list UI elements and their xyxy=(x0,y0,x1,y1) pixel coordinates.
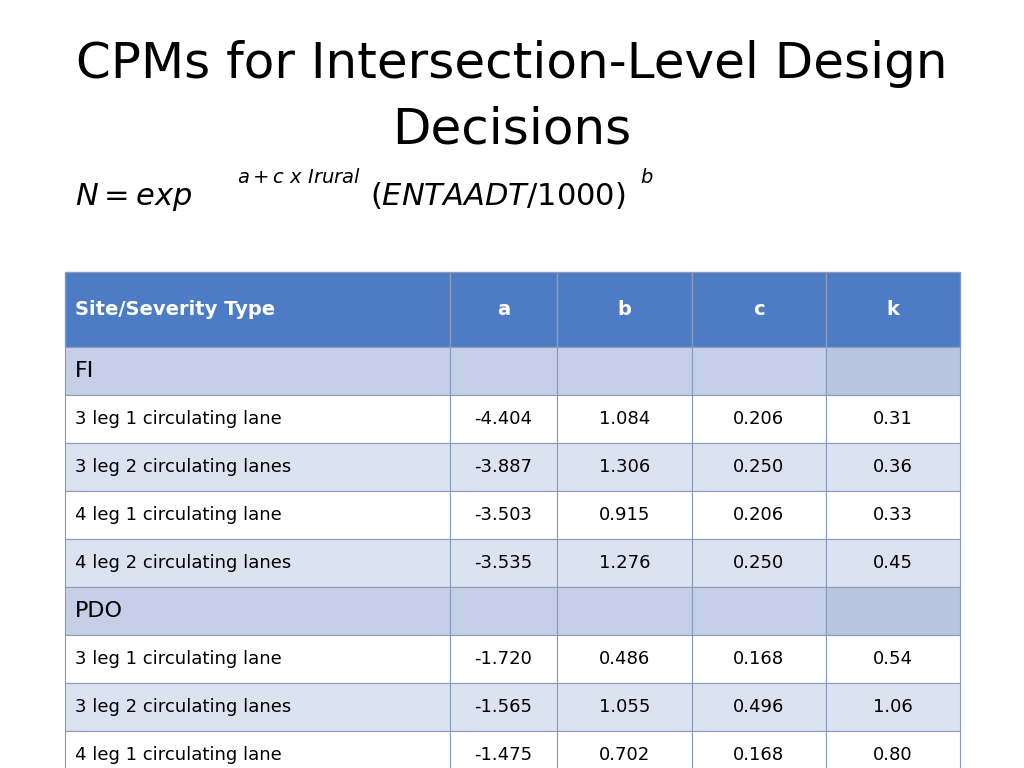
Bar xyxy=(825,347,961,395)
Bar xyxy=(825,491,961,539)
Bar xyxy=(691,539,825,587)
Bar xyxy=(691,635,825,683)
Bar xyxy=(691,443,825,491)
Text: $\mathit{b}$: $\mathit{b}$ xyxy=(640,168,653,187)
Bar xyxy=(450,635,557,683)
Bar xyxy=(65,272,450,347)
Bar xyxy=(65,683,450,731)
Text: 3 leg 1 circulating lane: 3 leg 1 circulating lane xyxy=(75,650,282,668)
Text: 0.250: 0.250 xyxy=(733,458,784,476)
Text: 0.31: 0.31 xyxy=(872,410,912,428)
Bar xyxy=(65,395,450,443)
Bar xyxy=(65,539,450,587)
Bar xyxy=(691,683,825,731)
Text: 3 leg 2 circulating lanes: 3 leg 2 circulating lanes xyxy=(75,698,291,716)
Bar xyxy=(691,731,825,768)
Text: FI: FI xyxy=(75,361,94,381)
Text: 0.915: 0.915 xyxy=(599,506,650,524)
Bar xyxy=(65,635,450,683)
Text: 1.06: 1.06 xyxy=(873,698,912,716)
Text: Decisions: Decisions xyxy=(392,105,632,153)
Text: 0.36: 0.36 xyxy=(872,458,912,476)
Text: 1.084: 1.084 xyxy=(599,410,650,428)
Text: -3.535: -3.535 xyxy=(474,554,532,572)
Text: $\mathit{a+c\ x\ Irural}$: $\mathit{a+c\ x\ Irural}$ xyxy=(237,168,361,187)
Bar xyxy=(825,539,961,587)
Text: a: a xyxy=(497,300,510,319)
Text: -1.475: -1.475 xyxy=(474,746,532,764)
Bar xyxy=(65,491,450,539)
Text: -3.887: -3.887 xyxy=(474,458,532,476)
Bar xyxy=(450,491,557,539)
Bar xyxy=(825,272,961,347)
Bar xyxy=(65,347,450,395)
Text: -4.404: -4.404 xyxy=(474,410,532,428)
Bar xyxy=(450,272,557,347)
Text: 0.206: 0.206 xyxy=(733,506,784,524)
Text: $\mathit{N = exp}$: $\mathit{N = exp}$ xyxy=(75,181,193,213)
Bar xyxy=(825,731,961,768)
Bar xyxy=(691,587,825,635)
Bar xyxy=(450,731,557,768)
Bar xyxy=(65,443,450,491)
Text: 0.702: 0.702 xyxy=(599,746,650,764)
Text: 0.33: 0.33 xyxy=(872,506,912,524)
Text: 0.80: 0.80 xyxy=(873,746,912,764)
Bar xyxy=(557,539,691,587)
Text: 3 leg 1 circulating lane: 3 leg 1 circulating lane xyxy=(75,410,282,428)
Text: b: b xyxy=(617,300,632,319)
Text: 0.168: 0.168 xyxy=(733,746,784,764)
Text: 1.055: 1.055 xyxy=(599,698,650,716)
Bar xyxy=(825,635,961,683)
Bar xyxy=(557,272,691,347)
Text: Site/Severity Type: Site/Severity Type xyxy=(75,300,275,319)
Text: 0.54: 0.54 xyxy=(872,650,912,668)
Bar xyxy=(557,587,691,635)
Text: PDO: PDO xyxy=(75,601,123,621)
Bar xyxy=(65,731,450,768)
Bar xyxy=(450,539,557,587)
Text: 4 leg 1 circulating lane: 4 leg 1 circulating lane xyxy=(75,746,282,764)
Text: -1.720: -1.720 xyxy=(474,650,532,668)
Bar xyxy=(691,395,825,443)
Bar xyxy=(825,443,961,491)
Text: c: c xyxy=(753,300,765,319)
Bar xyxy=(557,443,691,491)
Bar xyxy=(65,587,450,635)
Bar xyxy=(557,731,691,768)
Text: 1.276: 1.276 xyxy=(599,554,650,572)
Text: 0.168: 0.168 xyxy=(733,650,784,668)
Bar xyxy=(557,683,691,731)
Bar xyxy=(691,272,825,347)
Bar xyxy=(557,635,691,683)
Bar xyxy=(557,395,691,443)
Bar xyxy=(825,587,961,635)
Text: -3.503: -3.503 xyxy=(474,506,532,524)
Bar xyxy=(450,683,557,731)
Text: 0.496: 0.496 xyxy=(733,698,784,716)
Text: $\mathit{(ENTAADT/1000)}$: $\mathit{(ENTAADT/1000)}$ xyxy=(370,180,626,211)
Text: 0.45: 0.45 xyxy=(872,554,912,572)
Bar xyxy=(557,347,691,395)
Bar xyxy=(825,395,961,443)
Text: 0.206: 0.206 xyxy=(733,410,784,428)
Bar xyxy=(691,491,825,539)
Bar xyxy=(450,587,557,635)
Bar xyxy=(450,347,557,395)
Text: -1.565: -1.565 xyxy=(474,698,532,716)
Bar xyxy=(450,395,557,443)
Text: 4 leg 2 circulating lanes: 4 leg 2 circulating lanes xyxy=(75,554,291,572)
Bar xyxy=(691,347,825,395)
Text: CPMs for Intersection-Level Design: CPMs for Intersection-Level Design xyxy=(76,40,948,88)
Text: 4 leg 1 circulating lane: 4 leg 1 circulating lane xyxy=(75,506,282,524)
Bar xyxy=(450,443,557,491)
Text: 3 leg 2 circulating lanes: 3 leg 2 circulating lanes xyxy=(75,458,291,476)
Bar xyxy=(557,491,691,539)
Text: 0.250: 0.250 xyxy=(733,554,784,572)
Bar xyxy=(825,683,961,731)
Text: k: k xyxy=(887,300,899,319)
Text: 1.306: 1.306 xyxy=(599,458,650,476)
Text: 0.486: 0.486 xyxy=(599,650,650,668)
